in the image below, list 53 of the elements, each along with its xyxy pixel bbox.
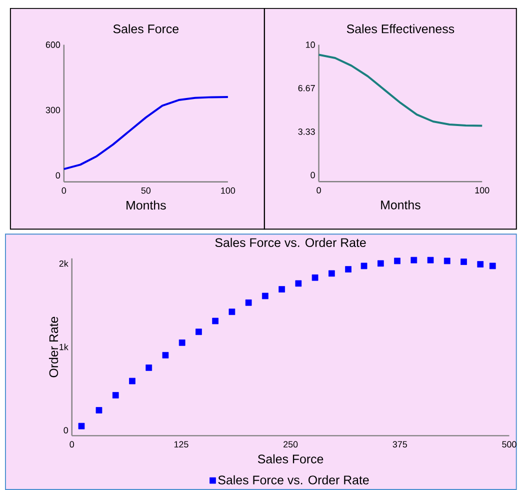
y-tick-label: 0 [310, 172, 315, 178]
x-axis-title: Sales Force [258, 454, 324, 464]
point [360, 262, 368, 270]
chart-title: Sales Force [113, 24, 178, 34]
point [245, 299, 252, 306]
point [146, 364, 152, 371]
point [394, 258, 400, 264]
legend-label: Sales Force vs. Order Rate [218, 475, 369, 484]
y-tick-label: 0 [56, 172, 60, 179]
point [178, 339, 186, 346]
x-tick-label: 100 [221, 187, 236, 194]
point [489, 262, 496, 270]
point [262, 292, 268, 300]
y-tick-label: 300 [46, 106, 60, 114]
point [228, 308, 236, 315]
point [162, 352, 169, 358]
point [112, 392, 119, 398]
x-axis-title: Months [381, 200, 420, 210]
y-tick-label: 1k [60, 344, 68, 350]
point [196, 328, 202, 335]
y-tick-label: 6.67 [298, 84, 315, 92]
y-tick-label: 2k [59, 260, 68, 267]
x-tick-label: 100 [475, 187, 490, 194]
point [129, 378, 136, 384]
x-axis-title: Months [126, 200, 166, 210]
point [212, 318, 219, 324]
x-tick-label: 0 [316, 187, 321, 194]
x-tick-label: 375 [392, 441, 407, 448]
point [328, 270, 335, 277]
point [96, 407, 102, 414]
chart-title: Sales Effectiveness [346, 24, 454, 34]
chart-title: Sales Force vs. Order Rate [215, 238, 366, 247]
point [460, 258, 467, 265]
line-series [318, 54, 484, 127]
point [345, 266, 352, 272]
point [444, 258, 450, 264]
y-tick-label: 3.33 [298, 128, 315, 135]
y-axis-title: Order Rate [48, 316, 58, 378]
x-tick-label: 50 [141, 187, 151, 194]
point [377, 260, 384, 267]
point [427, 256, 434, 264]
x-tick-label: 125 [174, 441, 188, 448]
x-tick-label: 250 [284, 441, 298, 448]
point [477, 261, 484, 268]
x-tick-label: 0 [70, 441, 74, 448]
y-tick-label: 0 [64, 427, 68, 434]
y-tick-label: 600 [46, 42, 60, 48]
point [278, 286, 285, 292]
point [410, 256, 418, 264]
point [295, 280, 302, 287]
point [312, 274, 318, 281]
point [78, 422, 85, 430]
y-tick-label: 10 [306, 42, 315, 48]
